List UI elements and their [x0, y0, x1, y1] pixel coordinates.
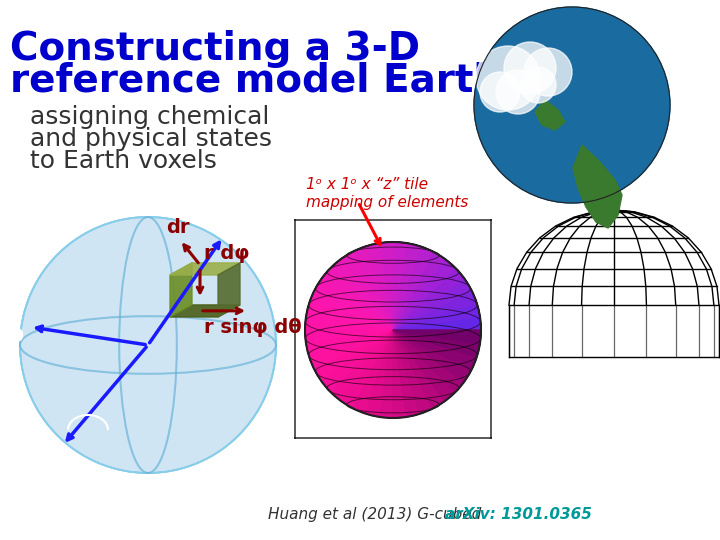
Text: arXiv: 1301.0365: arXiv: 1301.0365 [445, 507, 592, 522]
Wedge shape [393, 290, 477, 330]
Text: dr: dr [166, 218, 189, 237]
Text: r sinφ dθ: r sinφ dθ [204, 318, 302, 337]
Wedge shape [366, 330, 393, 417]
Wedge shape [330, 259, 393, 330]
Circle shape [520, 67, 556, 103]
Text: r dφ: r dφ [204, 244, 250, 263]
Wedge shape [393, 243, 420, 330]
Wedge shape [379, 242, 393, 330]
Text: assigning chemical: assigning chemical [30, 105, 269, 129]
Wedge shape [353, 246, 393, 330]
Wedge shape [305, 316, 393, 330]
Circle shape [480, 72, 520, 112]
Wedge shape [393, 259, 455, 330]
Wedge shape [315, 330, 393, 382]
Circle shape [496, 70, 540, 114]
Text: θ: θ [44, 448, 60, 472]
Wedge shape [393, 330, 480, 357]
Wedge shape [310, 290, 393, 330]
Wedge shape [310, 330, 393, 370]
Wedge shape [393, 330, 407, 418]
Text: and physical states: and physical states [30, 127, 272, 151]
Circle shape [524, 48, 572, 96]
Wedge shape [305, 330, 393, 344]
Wedge shape [366, 243, 393, 330]
Wedge shape [393, 330, 472, 382]
Wedge shape [330, 330, 393, 401]
Circle shape [476, 46, 540, 110]
Circle shape [504, 42, 556, 94]
Wedge shape [393, 330, 433, 414]
Wedge shape [315, 278, 393, 330]
Wedge shape [379, 330, 393, 418]
Polygon shape [170, 263, 192, 317]
Wedge shape [393, 330, 477, 370]
Polygon shape [170, 263, 240, 275]
Text: mapping of elements: mapping of elements [306, 195, 469, 210]
Text: r: r [228, 215, 239, 239]
Circle shape [474, 7, 670, 203]
Wedge shape [393, 330, 420, 417]
Text: reference model Earth: reference model Earth [10, 62, 501, 100]
Wedge shape [393, 330, 481, 344]
Wedge shape [393, 242, 407, 330]
Text: Huang et al (2013) G-cubed: Huang et al (2013) G-cubed [268, 507, 486, 522]
Wedge shape [393, 330, 464, 392]
Wedge shape [393, 268, 464, 330]
Polygon shape [218, 263, 240, 317]
Polygon shape [535, 100, 565, 130]
Circle shape [20, 217, 276, 473]
Wedge shape [393, 252, 445, 330]
Wedge shape [393, 303, 480, 330]
Wedge shape [306, 330, 393, 357]
Wedge shape [393, 330, 445, 408]
Wedge shape [306, 303, 393, 330]
Wedge shape [393, 246, 433, 330]
Text: φ: φ [6, 323, 24, 347]
Text: to Earth voxels: to Earth voxels [30, 149, 217, 173]
Wedge shape [393, 316, 481, 330]
Wedge shape [322, 268, 393, 330]
Wedge shape [393, 278, 472, 330]
Polygon shape [573, 145, 622, 228]
Wedge shape [322, 330, 393, 392]
Polygon shape [170, 305, 240, 317]
Text: Constructing a 3-D: Constructing a 3-D [10, 30, 420, 68]
Wedge shape [353, 330, 393, 414]
Wedge shape [341, 330, 393, 408]
Text: 1ᵒ x 1ᵒ x “z” tile: 1ᵒ x 1ᵒ x “z” tile [306, 177, 428, 192]
Wedge shape [341, 252, 393, 330]
Wedge shape [393, 330, 455, 401]
